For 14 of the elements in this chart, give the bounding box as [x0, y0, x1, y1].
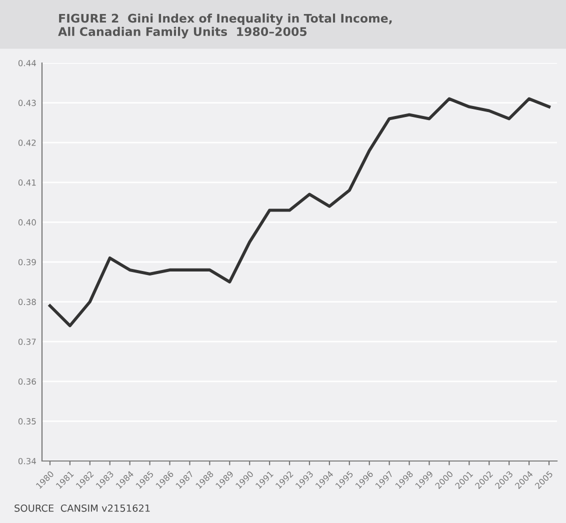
- line-series: [48, 97, 551, 328]
- y-tick-label: 0.38: [18, 298, 36, 306]
- y-tick-label: 0.42: [18, 140, 36, 146]
- y-tick-label: 0.36: [18, 378, 36, 385]
- y-tick-label: 0.41: [18, 179, 36, 186]
- y-tick-label: 0.39: [18, 258, 36, 266]
- y-tick-label: 0.35: [18, 418, 36, 424]
- y-tick-label: 0.40: [18, 219, 36, 226]
- y-tick-label: 0.43: [18, 100, 36, 106]
- y-tick-label: 0.34: [18, 458, 36, 464]
- y-tick-label: 0.37: [18, 338, 36, 345]
- y-tick-label: 0.44: [18, 60, 36, 66]
- chart-title: FIGURE 2 Gini Index of Inequality in Total Income, All Canadian Family Units 1980–2005: [58, 14, 392, 38]
- source-note: SOURCE CANSIM v2151621: [14, 504, 150, 512]
